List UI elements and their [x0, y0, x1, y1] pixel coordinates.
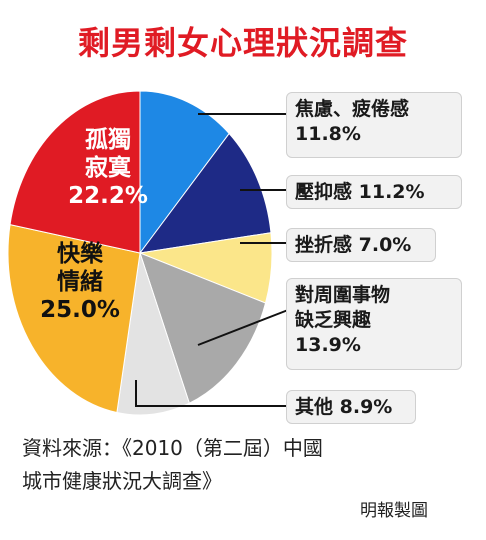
- slice-label-lonely-pct: 22.2%: [68, 183, 148, 209]
- callout-lack-line2: 缺乏興趣: [295, 309, 372, 331]
- source-line-2: 城市健康狀況大調查》: [22, 469, 222, 493]
- callout-depressed: 壓抑感 11.2%: [286, 175, 462, 209]
- credit-text: 明報製圖: [360, 501, 428, 521]
- pie-slice-anxious: [139, 90, 230, 255]
- callout-frustrated: 挫折感 7.0%: [286, 228, 436, 262]
- leader-line-other: [135, 380, 288, 407]
- callout-lack-line1: 對周圍事物: [295, 284, 391, 306]
- callout-frustrated-pct: 7.0%: [358, 234, 412, 256]
- pie-slice-lack: [139, 252, 267, 404]
- slice-label-lonely-line1: 孤獨: [85, 127, 131, 153]
- callout-lack-pct: 13.9%: [295, 334, 361, 356]
- slice-label-happy-line1: 快樂: [57, 241, 103, 267]
- callout-anxious-name: 焦慮、疲倦感: [295, 98, 410, 120]
- callout-depressed-pct: 11.2%: [358, 181, 425, 203]
- callout-lack: 對周圍事物 缺乏興趣 13.9%: [286, 278, 462, 370]
- slice-label-happy-pct: 25.0%: [40, 297, 120, 323]
- slice-label-lonely: 孤獨 寂寞 22.2%: [58, 126, 158, 210]
- callout-other: 其他 8.9%: [286, 390, 416, 424]
- source-note: 資料來源：《2010（第二屆）中國 城市健康狀況大調查》: [22, 432, 462, 498]
- callout-anxious: 焦慮、疲倦感 11.8%: [286, 92, 462, 158]
- chart-title: 剩男剩女心理狀況調查: [77, 24, 408, 62]
- pie-slice-happy: [7, 224, 141, 414]
- callout-other-pct: 8.9%: [339, 396, 393, 418]
- pie-slice-other: [116, 252, 190, 416]
- pie-slice-depressed: [138, 132, 272, 254]
- callout-other-name: 其他: [295, 396, 334, 418]
- pie-slice-lonely: [9, 90, 141, 254]
- callout-frustrated-name: 挫折感: [295, 234, 353, 256]
- slice-label-happy: 快樂 情緒 25.0%: [30, 240, 130, 324]
- callout-anxious-pct: 11.8%: [295, 123, 361, 145]
- source-line-1: 資料來源：《2010（第二屆）中國: [22, 436, 323, 460]
- callout-depressed-name: 壓抑感: [295, 181, 353, 203]
- slice-label-happy-line2: 情緒: [57, 269, 103, 295]
- slice-label-lonely-line2: 寂寞: [85, 155, 131, 181]
- leader-line-lack: [197, 309, 289, 346]
